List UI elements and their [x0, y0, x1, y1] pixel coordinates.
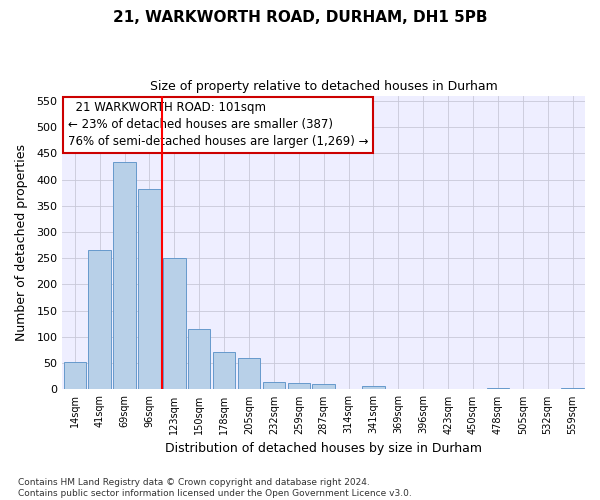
Title: Size of property relative to detached houses in Durham: Size of property relative to detached ho… — [150, 80, 497, 93]
Bar — [163, 258, 185, 390]
Bar — [88, 250, 111, 390]
Bar — [487, 388, 509, 390]
Bar — [188, 329, 211, 390]
Text: 21 WARKWORTH ROAD: 101sqm  
← 23% of detached houses are smaller (387)
76% of se: 21 WARKWORTH ROAD: 101sqm ← 23% of detac… — [68, 102, 368, 148]
Bar — [238, 358, 260, 390]
Bar — [562, 388, 584, 390]
X-axis label: Distribution of detached houses by size in Durham: Distribution of detached houses by size … — [165, 442, 482, 455]
Bar — [64, 362, 86, 390]
Bar — [213, 352, 235, 390]
Bar — [287, 382, 310, 390]
Bar — [263, 382, 285, 390]
Bar — [113, 162, 136, 390]
Bar — [313, 384, 335, 390]
Bar — [138, 189, 161, 390]
Y-axis label: Number of detached properties: Number of detached properties — [15, 144, 28, 341]
Text: 21, WARKWORTH ROAD, DURHAM, DH1 5PB: 21, WARKWORTH ROAD, DURHAM, DH1 5PB — [113, 10, 487, 25]
Bar — [362, 386, 385, 390]
Text: Contains HM Land Registry data © Crown copyright and database right 2024.
Contai: Contains HM Land Registry data © Crown c… — [18, 478, 412, 498]
